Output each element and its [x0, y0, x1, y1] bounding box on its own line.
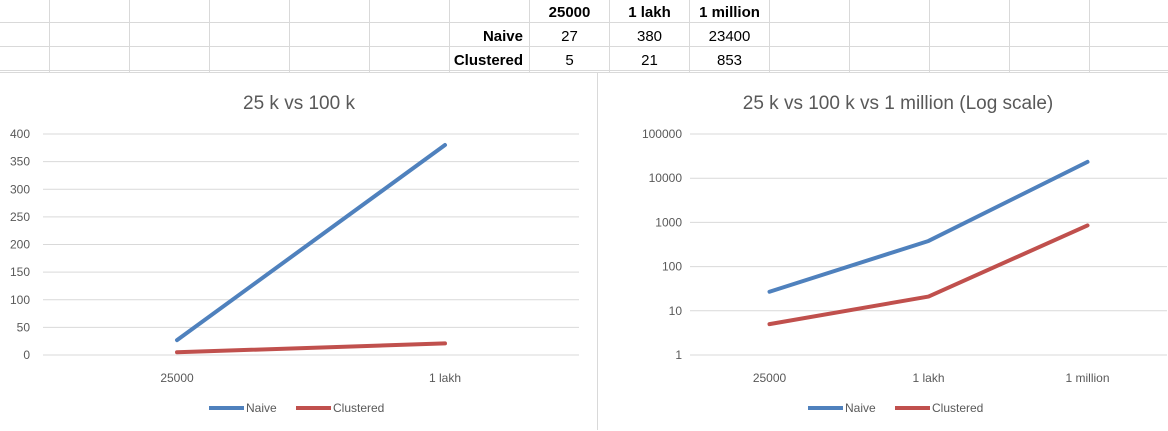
x-tick-label: 1 lakh — [429, 371, 461, 385]
y-tick-label: 150 — [10, 265, 30, 279]
column-divider — [1089, 0, 1090, 72]
cell-naive-25000[interactable]: 27 — [561, 28, 578, 45]
series-line-clustered — [175, 341, 447, 355]
sheet-row-header — [0, 0, 1168, 23]
cell-clustered-1-million[interactable]: 853 — [716, 52, 743, 69]
series-line-clustered — [767, 223, 1090, 327]
column-divider — [609, 0, 610, 72]
y-tick-label: 10 — [669, 304, 683, 318]
y-tick-label: 250 — [10, 210, 30, 224]
series-line-naive — [767, 159, 1090, 294]
cell-naive-1-lakh[interactable]: 380 — [636, 28, 663, 45]
y-tick-label: 1000 — [655, 215, 682, 229]
chart-title: 25 k vs 100 k — [243, 93, 355, 114]
series-line-naive — [175, 143, 447, 343]
column-divider — [929, 0, 930, 72]
y-tick-label: 50 — [17, 320, 31, 334]
y-tick-label: 100 — [10, 293, 30, 307]
y-tick-label: 200 — [10, 238, 30, 252]
column-divider — [849, 0, 850, 72]
legend-label-naive: Naive — [246, 401, 277, 415]
column-divider — [49, 0, 50, 72]
column-divider — [289, 0, 290, 72]
cell-clustered-25000[interactable]: 5 — [565, 52, 574, 69]
legend-label-naive: Naive — [845, 401, 876, 415]
column-divider — [129, 0, 130, 72]
chart-log-scale[interactable]: 25 k vs 100 k vs 1 million (Log scale) 1 1… — [598, 72, 1168, 430]
cell-naive-1-million[interactable]: 23400 — [708, 28, 751, 45]
chart-log-svg: 25 k vs 100 k vs 1 million (Log scale) 1 1… — [642, 93, 1167, 415]
column-divider — [449, 0, 450, 72]
legend-label-clustered: Clustered — [932, 401, 983, 415]
spreadsheet-grid: 25000 1 lakh 1 million Naive 27 380 2340… — [0, 0, 1168, 72]
chart-title: 25 k vs 100 k vs 1 million (Log scale) — [743, 93, 1053, 114]
x-tick-label: 25000 — [160, 371, 194, 385]
column-divider — [529, 0, 530, 72]
y-tick-label: 300 — [10, 182, 30, 196]
chart-linear-svg: 25 k vs 100 k 0 50 100 150 200 250 300 350 400 250… — [10, 93, 579, 415]
header-cell-1-lakh[interactable]: 1 lakh — [628, 4, 671, 21]
legend-label-clustered: Clustered — [333, 401, 384, 415]
y-tick-label: 350 — [10, 155, 30, 169]
chart-linear[interactable]: 25 k vs 100 k 0 50 100 150 200 250 300 350 400 250… — [0, 72, 598, 430]
column-divider — [369, 0, 370, 72]
y-tick-label: 100000 — [642, 127, 682, 141]
x-tick-label: 1 lakh — [912, 371, 944, 385]
sheet-row-naive — [0, 24, 1168, 47]
sheet-row-clustered — [0, 48, 1168, 71]
column-divider — [209, 0, 210, 72]
row-label-naive[interactable]: Naive — [482, 28, 523, 45]
y-tick-label: 400 — [10, 127, 30, 141]
y-tick-label: 0 — [23, 348, 30, 362]
header-cell-25000[interactable]: 25000 — [548, 4, 591, 21]
column-divider — [1009, 0, 1010, 72]
header-cell-1-million[interactable]: 1 million — [699, 4, 760, 21]
row-label-clustered[interactable]: Clustered — [453, 52, 523, 69]
column-divider — [769, 0, 770, 72]
x-tick-label: 1 million — [1065, 371, 1109, 385]
cell-clustered-1-lakh[interactable]: 21 — [641, 52, 658, 69]
y-tick-label: 100 — [662, 260, 682, 274]
x-tick-label: 25000 — [753, 371, 787, 385]
y-tick-label: 1 — [675, 348, 682, 362]
column-divider — [689, 0, 690, 72]
y-tick-label: 10000 — [649, 171, 683, 185]
